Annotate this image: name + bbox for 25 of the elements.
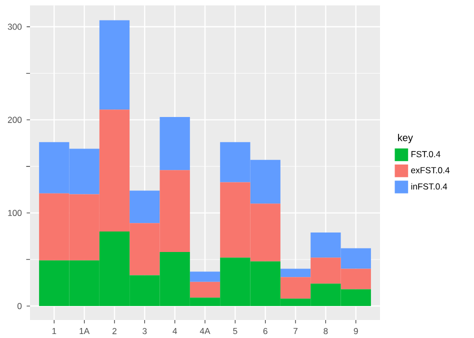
bar (99, 20, 130, 110)
x-tick-label: 2 (112, 328, 116, 334)
bar (280, 268, 311, 278)
y-tick-label: 200 (8, 116, 22, 123)
bar (190, 282, 220, 298)
x-tick-label: 8 (324, 328, 328, 334)
legend-label: inFST.0.4 (411, 183, 448, 190)
x-tick-label: 7 (294, 328, 298, 334)
x-tick-label: 3 (142, 328, 147, 334)
legend-label: FST.0.4 (411, 151, 440, 158)
x-tick-label: 1 (52, 328, 56, 334)
y-tick-label: 100 (8, 210, 22, 216)
y-tick-label: 0 (17, 302, 22, 310)
bar (160, 117, 190, 170)
bar (190, 272, 220, 282)
legend-label: exFST.0.4 (411, 167, 450, 174)
x-tick-label: 1A (80, 328, 90, 334)
x-tick-label: 4A (200, 328, 210, 334)
x-tick-label: 5 (233, 328, 238, 334)
legend-title: key (398, 134, 413, 144)
bar (130, 190, 160, 224)
x-tick-label: 6 (263, 328, 268, 334)
x-tick-label: 9 (354, 328, 358, 334)
y-tick-label: 300 (8, 24, 22, 30)
x-tick-label: 4 (172, 328, 177, 334)
